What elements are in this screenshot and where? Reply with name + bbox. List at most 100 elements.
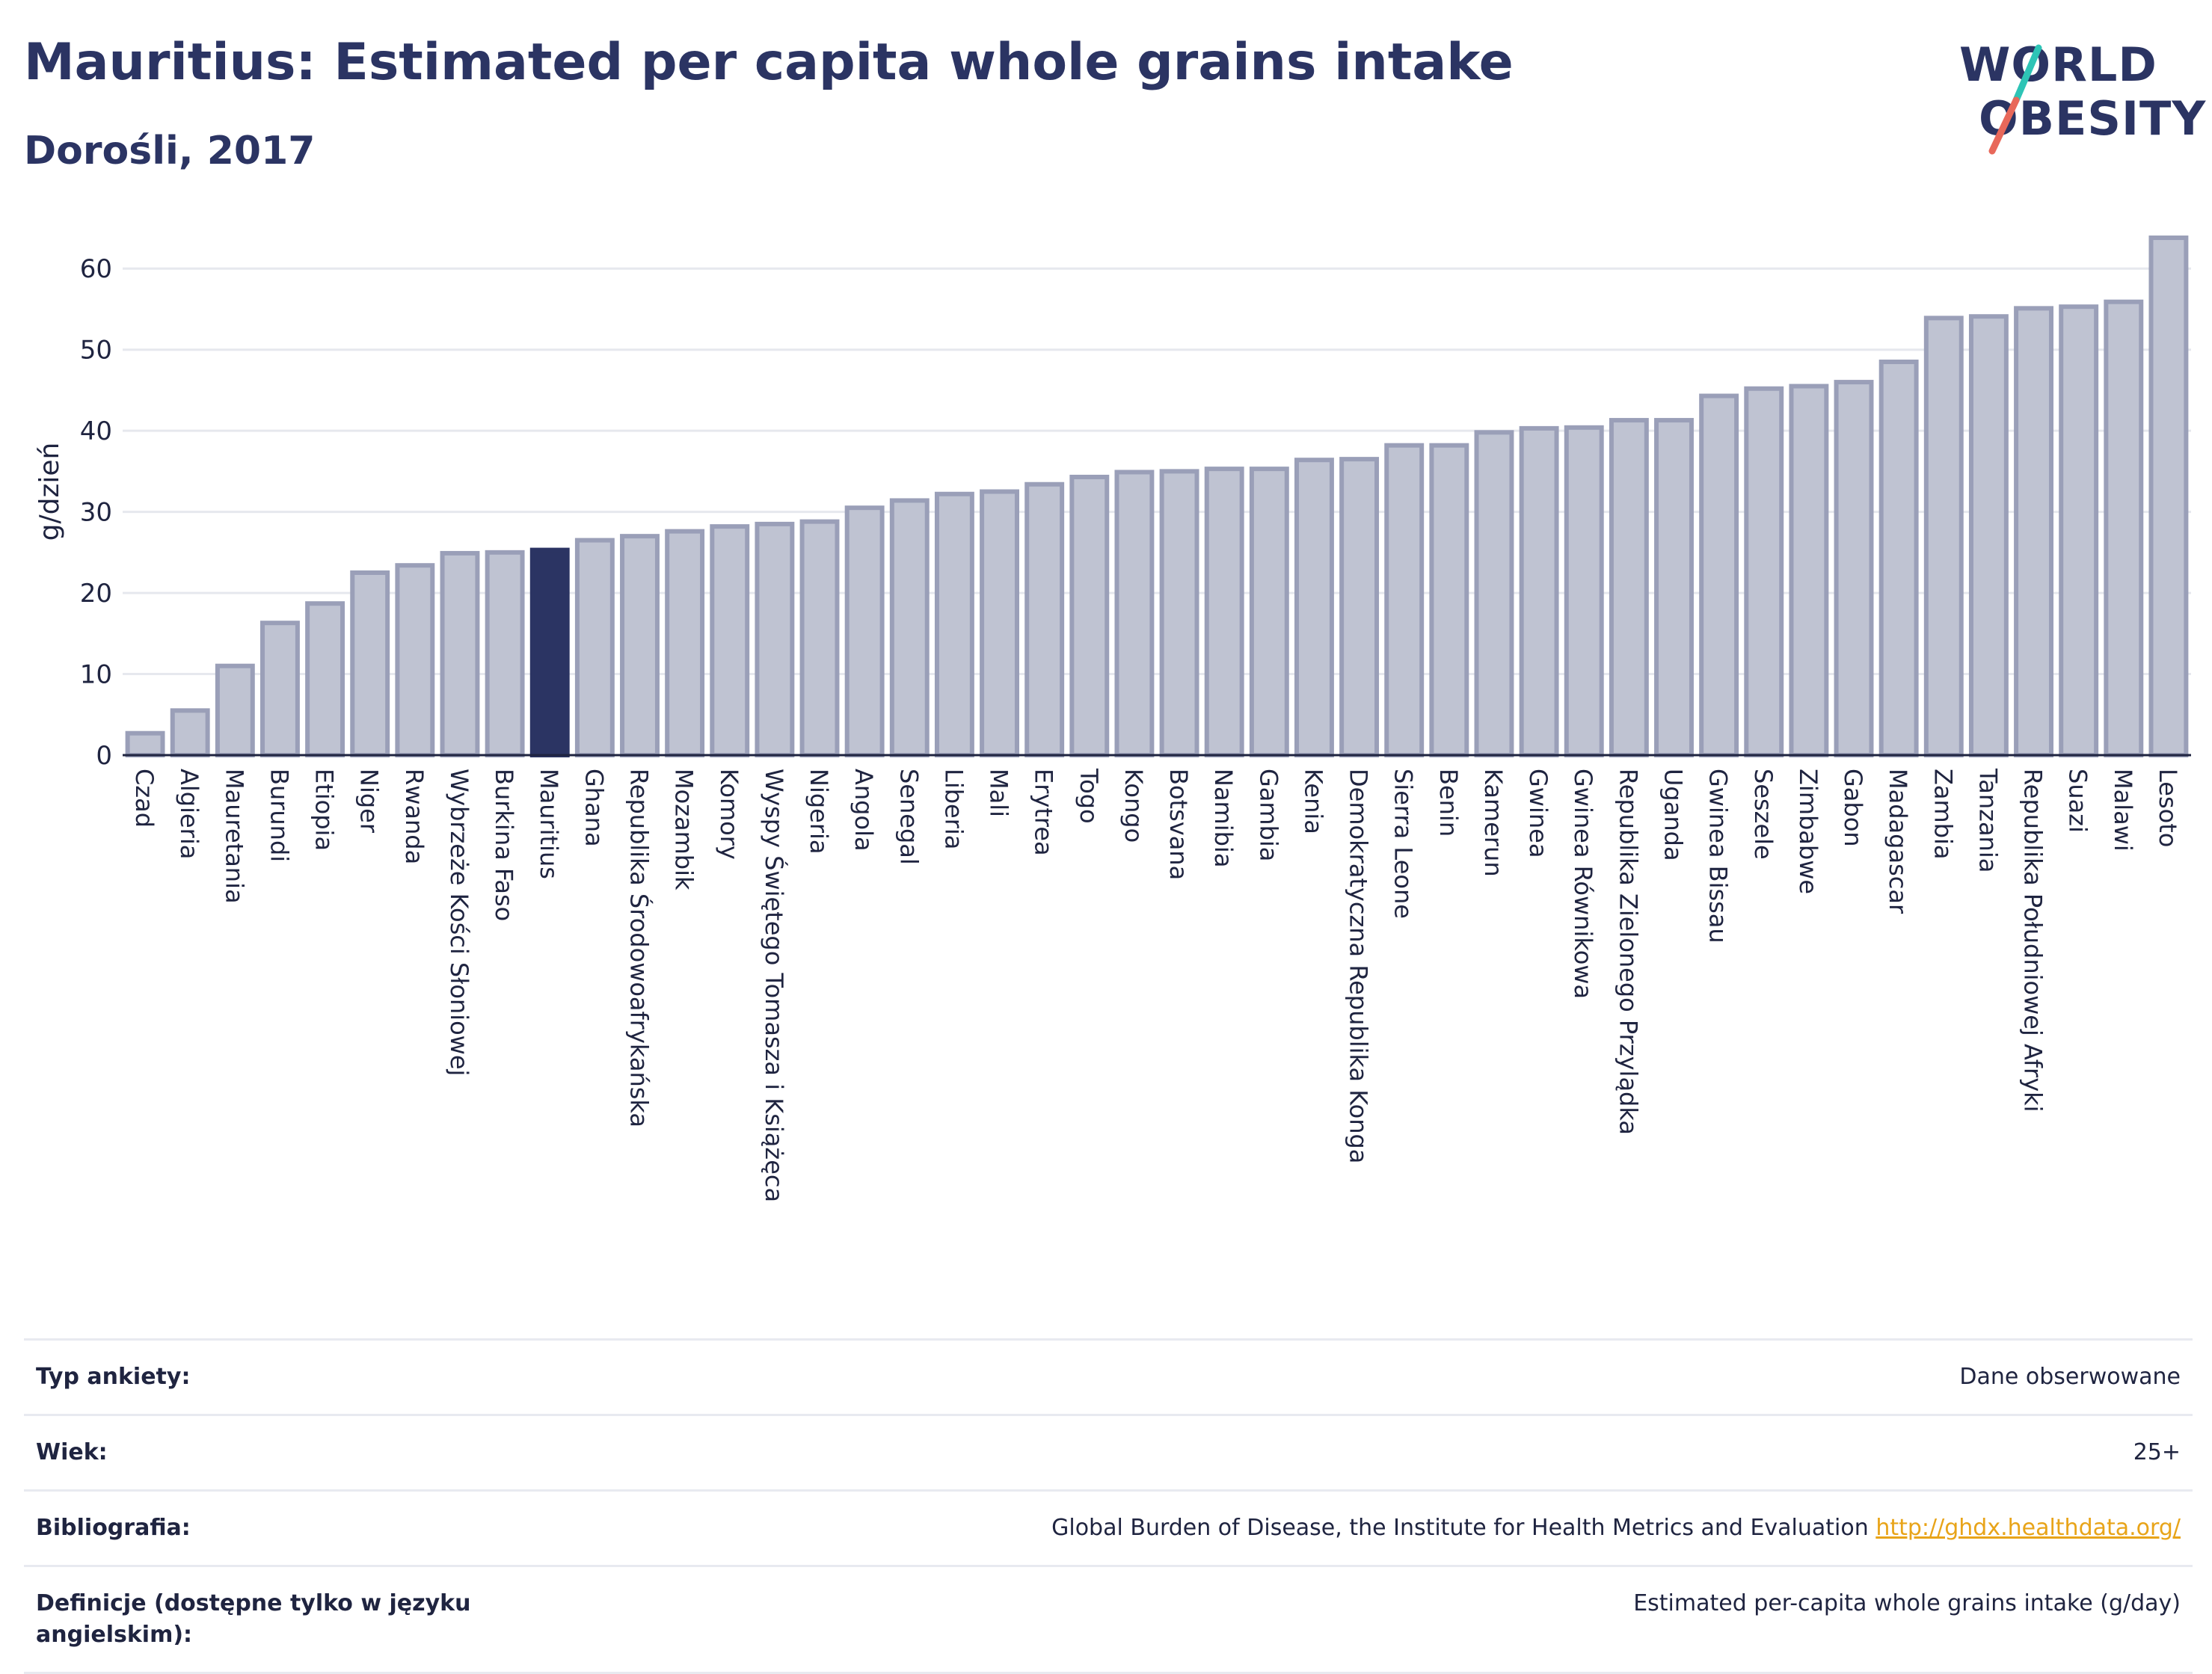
info-key: Typ ankiety: (36, 1364, 191, 1390)
info-value: 25+ (2133, 1439, 2181, 1465)
bar-25[interactable] (1204, 467, 1244, 758)
page-title: Mauritius: Estimated per capita whole gr… (24, 33, 1514, 92)
bar-11[interactable] (574, 538, 615, 757)
x-tick-label: Uganda (1659, 769, 1688, 861)
bar-18[interactable] (889, 498, 930, 758)
x-tick-label: Mauritius (535, 769, 563, 879)
x-tick-label: Nigeria (805, 769, 833, 854)
info-row-age: Wiek: 25+ (24, 1414, 2193, 1489)
x-tick-label: Gwinea Bissau (1704, 769, 1733, 944)
bar-41[interactable] (1923, 316, 1964, 757)
page-subtitle: Dorośli, 2017 (24, 129, 316, 173)
bar-29[interactable] (1384, 443, 1425, 758)
info-key: Bibliografia: (36, 1515, 191, 1541)
x-tick-label: Erytrea (1030, 769, 1058, 856)
bar-27[interactable] (1294, 458, 1334, 757)
bar-14[interactable] (710, 524, 750, 758)
bar-21[interactable] (1024, 481, 1065, 757)
bar-44[interactable] (2059, 304, 2099, 757)
x-tick-label: Republika Środowoafrykańska (625, 769, 654, 1127)
y-tick-label: 40 (80, 416, 112, 446)
source-link[interactable]: http://ghdx.healthdata.org/ (1875, 1515, 2181, 1541)
x-tick-label: Namibia (1209, 769, 1238, 867)
x-tick-label: Kamerun (1479, 769, 1508, 877)
bar-26[interactable] (1249, 467, 1289, 758)
x-tick-label: Etiopia (310, 769, 339, 851)
y-tick-label: 50 (80, 336, 112, 366)
y-axis-label: g/dzień (34, 443, 65, 541)
y-axis-ticks: 0 10 20 30 40 50 60 (80, 254, 112, 771)
y-tick-label: 30 (80, 498, 112, 528)
bar-22[interactable] (1069, 474, 1110, 757)
bar-10[interactable] (529, 547, 570, 757)
x-tick-label: Malawi (2109, 769, 2137, 852)
x-tick-label: Republika Zielonego Przylądka (1614, 769, 1642, 1135)
x-tick-label: Seszele (1749, 769, 1778, 860)
bar-6[interactable] (350, 570, 390, 758)
bar-5[interactable] (305, 601, 345, 758)
bar-30[interactable] (1429, 443, 1469, 758)
info-table: Typ ankiety: Dane obserwowane Wiek: 25+ … (24, 1338, 2193, 1674)
bar-32[interactable] (1519, 425, 1559, 758)
bar-15[interactable] (755, 521, 795, 758)
world-obesity-logo[interactable]: WORLD OBESITY (1944, 22, 2205, 157)
bar-42[interactable] (1968, 314, 2009, 757)
info-key: Definicje (dostępne tylko w języku angie… (36, 1590, 471, 1648)
bar-17[interactable] (844, 505, 885, 757)
bar-28[interactable] (1339, 457, 1380, 757)
bar-7[interactable] (395, 563, 435, 758)
x-tick-label: Burundi (265, 769, 293, 862)
info-row-survey-type: Typ ankiety: Dane obserwowane (24, 1338, 2193, 1414)
bar-33[interactable] (1564, 425, 1604, 757)
bar-38[interactable] (1789, 384, 1829, 757)
info-row-definitions: Definicje (dostępne tylko w języku angie… (24, 1565, 2193, 1674)
info-row-bibliography: Bibliografia: Global Burden of Disease, … (24, 1489, 2193, 1565)
x-tick-label: Kongo (1119, 769, 1148, 843)
x-tick-label: Gabon (1839, 769, 1867, 847)
bar-20[interactable] (980, 489, 1019, 757)
x-axis-labels: Czad Algieria Mauretania Burundi Etiopia Nige… (130, 768, 2182, 1202)
bar-16[interactable] (799, 519, 840, 758)
bar-13[interactable] (665, 529, 705, 758)
x-tick-label: Burkina Faso (490, 769, 518, 921)
y-tick-label: 20 (80, 579, 112, 609)
bar-34[interactable] (1609, 418, 1649, 757)
bar-24[interactable] (1159, 469, 1199, 758)
x-tick-label: Ghana (580, 769, 608, 847)
x-tick-label: Senegal (894, 769, 923, 865)
bar-23[interactable] (1114, 470, 1155, 757)
x-tick-label: Tanzania (1973, 768, 2002, 873)
x-tick-label: Republika Południowej Afryki (2019, 769, 2047, 1113)
bar-46[interactable] (2148, 236, 2189, 757)
x-tick-label: Gwinea (1524, 769, 1552, 858)
bar-2[interactable] (170, 708, 210, 757)
bar-43[interactable] (2014, 306, 2053, 757)
x-tick-label: Zimbabwe (1794, 769, 1822, 894)
bar-19[interactable] (934, 491, 974, 757)
info-value: Dane obserwowane (1959, 1364, 2181, 1390)
x-tick-label: Czad (130, 769, 159, 828)
bar-4[interactable] (260, 621, 300, 758)
bar-45[interactable] (2104, 299, 2144, 757)
bar-36[interactable] (1699, 393, 1739, 757)
x-tick-label: Wyspy Świętego Tomasza i Książęca (760, 769, 789, 1202)
bar-3[interactable] (215, 663, 255, 758)
bar-9[interactable] (485, 550, 525, 757)
bar-40[interactable] (1878, 359, 1919, 757)
bar-31[interactable] (1474, 430, 1514, 757)
x-tick-label: Madagascar (1884, 769, 1912, 914)
x-tick-label: Demokratyczna Republika Konga (1345, 769, 1373, 1163)
bar-39[interactable] (1834, 380, 1874, 757)
bar-35[interactable] (1654, 418, 1694, 757)
x-tick-label: Gwinea Równikowa (1569, 769, 1597, 999)
x-tick-label: Angola (850, 769, 878, 852)
bar-1[interactable] (125, 730, 165, 758)
x-tick-label: Rwanda (400, 769, 428, 864)
bar-12[interactable] (620, 534, 660, 758)
bar-37[interactable] (1744, 386, 1784, 757)
bar-series (125, 236, 2189, 758)
x-tick-label: Liberia (939, 769, 968, 849)
logo-slash-icon (1988, 44, 2042, 155)
bar-8[interactable] (440, 550, 480, 758)
info-value: Global Burden of Disease, the Institute … (1051, 1515, 1869, 1541)
